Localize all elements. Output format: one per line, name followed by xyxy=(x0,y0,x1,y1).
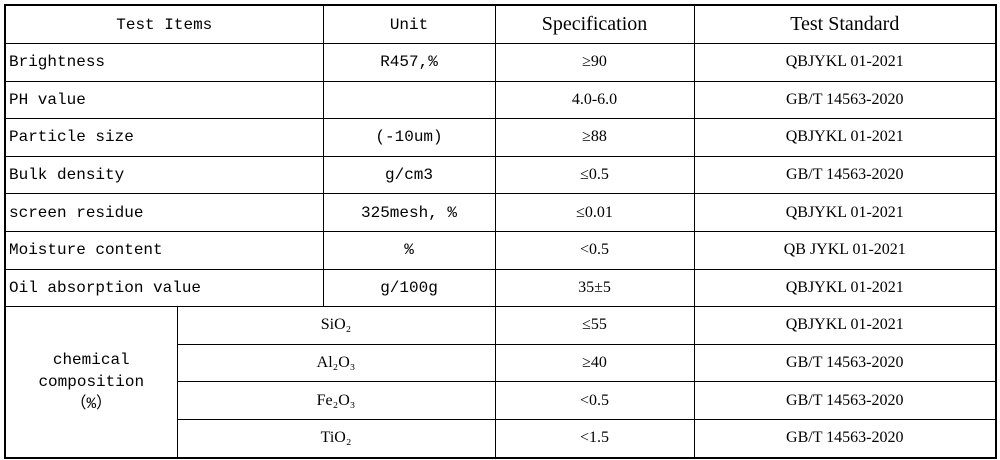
row: screen residue 325mesh, % ≤0.01 QBJYKL 01-2… xyxy=(4,193,997,232)
row: Oil absorption value g/100g 35±5 QBJYKL 01-… xyxy=(4,268,997,308)
cell: <0.5 xyxy=(494,230,695,270)
cell: 325mesh, % xyxy=(322,193,496,232)
cell: QBJYKL 01-2021 xyxy=(693,306,997,345)
compound-cell: Al₂O₃ xyxy=(176,343,496,383)
item-cell: Particle size xyxy=(4,118,324,157)
group-row: Fe₂O₃ <0.5 GB/T 14563-2020 xyxy=(5,381,997,420)
header-cell: Unit xyxy=(322,4,496,44)
cell: QB JYKL 01-2021 xyxy=(693,230,997,270)
table-body: Test Items Unit Specification Test Standard… xyxy=(4,4,997,459)
cell: ≤55 xyxy=(494,306,695,345)
item-cell: Moisture content xyxy=(4,230,324,270)
cell: ≤0.01 xyxy=(494,193,695,232)
cell: (-10um) xyxy=(322,118,496,157)
cell: GB/T 14563-2020 xyxy=(693,343,997,383)
cell: 4.0-6.0 xyxy=(494,80,695,120)
cell: 35±5 xyxy=(494,268,695,308)
item-cell: screen residue xyxy=(4,193,324,232)
group-row: Al₂O₃ ≥40 GB/T 14563-2020 xyxy=(5,343,997,383)
item-cell: Bulk density xyxy=(4,155,324,195)
cell: <0.5 xyxy=(494,381,695,420)
cell: ≥40 xyxy=(494,343,695,383)
header-row: Test Items Unit Specification Test Standard xyxy=(4,4,997,44)
cell: GB/T 14563-2020 xyxy=(693,418,997,459)
item-cell: PH value xyxy=(4,80,324,120)
cell: g/cm3 xyxy=(322,155,496,195)
group-label: chemical composition （%） xyxy=(4,306,178,459)
header-cell: Specification xyxy=(494,4,695,44)
cell: g/100g xyxy=(322,268,496,308)
cell: QBJYKL 01-2021 xyxy=(693,118,997,157)
header-cell: Test Items xyxy=(4,4,324,44)
group-row: chemical composition （%） SiO₂ ≤55 QBJYKL 01… xyxy=(4,306,997,459)
cell: <1.5 xyxy=(494,418,695,459)
row: Bulk density g/cm3 ≤0.5 GB/T 14563-2020 xyxy=(4,155,997,195)
cell: ≥88 xyxy=(494,118,695,157)
cell: ≤0.5 xyxy=(494,155,695,195)
row: PH value 4.0-6.0 GB/T 14563-2020 xyxy=(4,80,997,120)
group-row: TiO₂ <1.5 GB/T 14563-2020 xyxy=(5,418,997,459)
compound-cell: TiO₂ xyxy=(176,418,496,459)
cell: GB/T 14563-2020 xyxy=(693,155,997,195)
cell: R457,% xyxy=(322,43,496,82)
item-cell: Brightness xyxy=(4,43,324,82)
spec-table: Test Items Unit Specification Test Standard… xyxy=(4,4,998,459)
cell: GB/T 14563-2020 xyxy=(693,381,997,420)
row: Moisture content% <0.5 QB JYKL 01-2021 xyxy=(4,230,997,270)
compound-cell: Fe₂O₃ xyxy=(176,381,496,420)
cell: % xyxy=(322,230,496,270)
compound-cell: SiO₂ xyxy=(176,306,496,345)
header-cell: Test Standard xyxy=(693,4,997,44)
cell xyxy=(322,80,496,120)
row: Particle size (-10um) ≥88 QBJYKL 01-2021 xyxy=(4,118,997,157)
row: Brightness R457,% ≥90 QBJYKL 01-2021 xyxy=(4,43,997,82)
cell: ≥90 xyxy=(494,43,695,82)
cell: QBJYKL 01-2021 xyxy=(693,193,997,232)
cell: QBJYKL 01-2021 xyxy=(693,43,997,82)
item-cell: Oil absorption value xyxy=(4,268,324,308)
cell: GB/T 14563-2020 xyxy=(693,80,997,120)
cell: QBJYKL 01-2021 xyxy=(693,268,997,308)
